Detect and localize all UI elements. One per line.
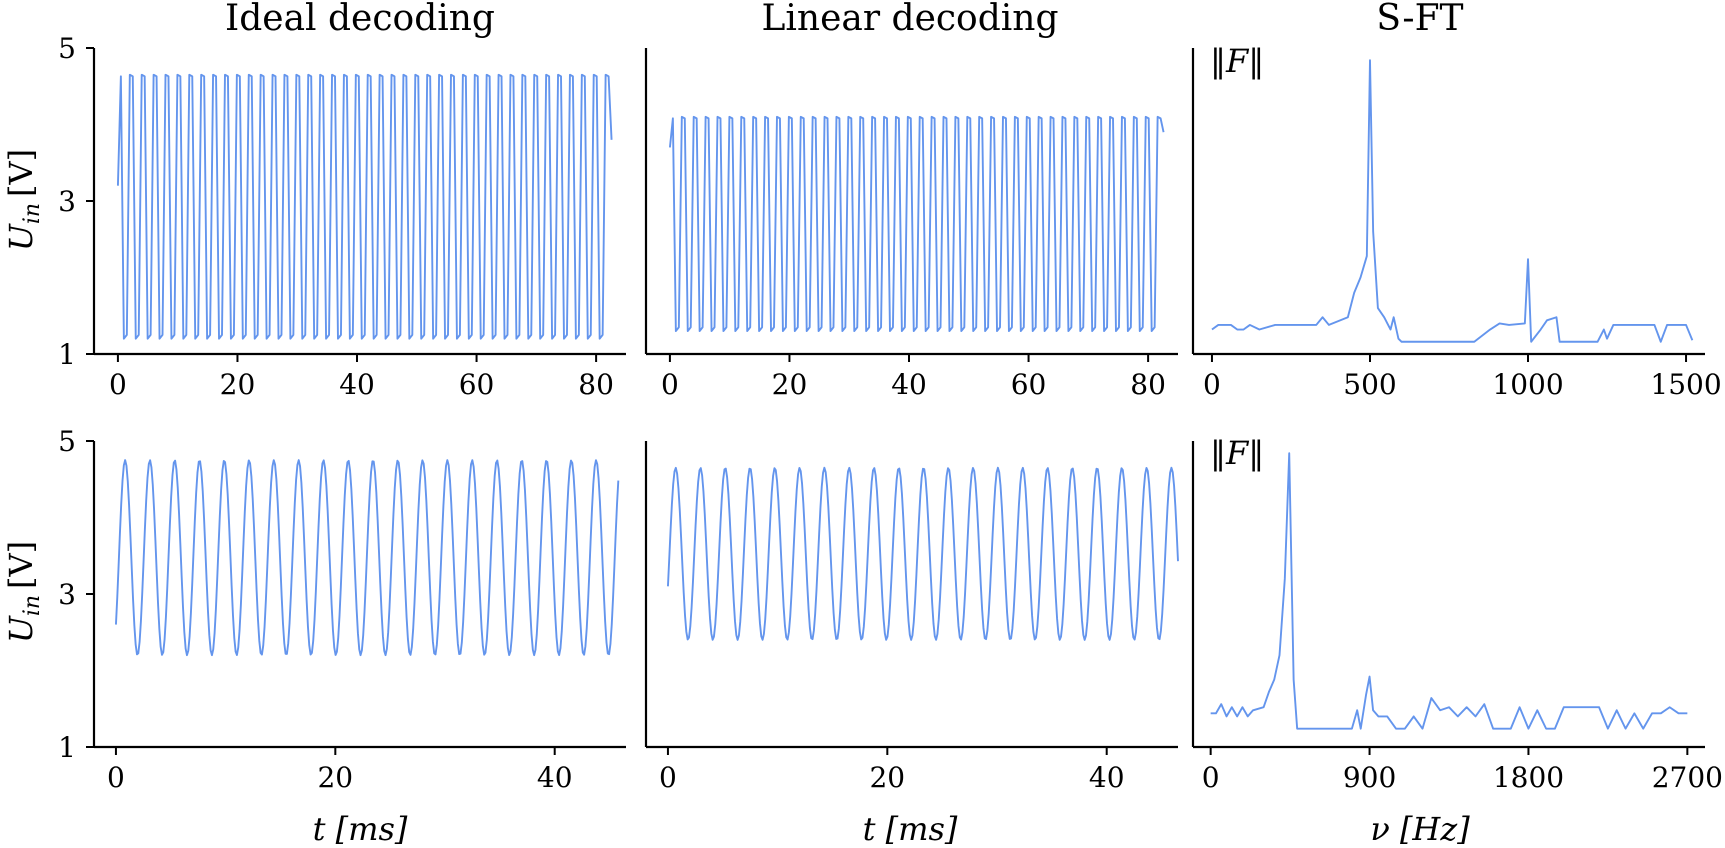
y-tick-label: 1 [58,731,76,764]
x-tick-label: 1800 [1493,761,1564,794]
x-tick-label: 900 [1343,761,1396,794]
x-axis-label-time-middle: t [ms] [863,810,958,848]
x-tick-label: 2700 [1652,761,1723,794]
panel-bottom-middle: 0 20 40 [644,441,1179,794]
x-tick-label: 0 [109,368,127,401]
y-tick-label: 1 [58,338,76,371]
series-line [1211,59,1694,343]
x-tick-label: 1000 [1492,368,1563,401]
x-tick-label: 0 [661,368,679,401]
panel-top-middle: 0 20 40 60 80 [644,48,1178,401]
x-tick-label: 0 [1203,368,1221,401]
x-axis-label-frequency: ν [Hz] [1370,810,1470,848]
y-tick-label: 5 [58,32,76,65]
panel-top-right: 0 500 1000 1500 [1191,48,1722,401]
x-tick-label: 20 [869,761,905,794]
x-tick-label: 500 [1343,368,1396,401]
series-line [668,115,1165,332]
x-tick-label: 20 [220,368,256,401]
x-tick-label: 0 [1202,761,1220,794]
fft-norm-label-top: ‖F‖ [1210,42,1264,80]
series-line [116,73,613,340]
y-label-subscript: in [20,203,45,224]
column-title-ideal: Ideal decoding [225,0,495,39]
y-axis-label-top: Uin [V] [2,149,45,251]
panel-bottom-right: 0 900 1800 2700 [1191,441,1723,794]
y-label-symbol: U [2,615,40,643]
x-tick-label: 0 [107,761,125,794]
x-tick-label: 40 [537,761,573,794]
x-tick-label: 1500 [1650,368,1721,401]
y-label-subscript: in [20,595,45,616]
x-tick-label: 40 [891,368,927,401]
x-tick-label: 20 [317,761,353,794]
x-axis-label-time-left: t [ms] [313,810,408,848]
panel-bottom-left: 0 20 40 1 3 5 [58,425,626,794]
fft-norm-label-bottom: ‖F‖ [1210,434,1264,472]
column-title-linear: Linear decoding [762,0,1059,39]
y-label-symbol: U [2,223,40,251]
x-tick-label: 80 [578,368,614,401]
x-tick-label: 40 [339,368,375,401]
y-label-unit: [V] [2,149,40,197]
y-axis-label-bottom: Uin [V] [2,541,45,643]
y-tick-label: 3 [58,578,76,611]
panel-top-left: 0 20 40 60 80 1 3 5 [58,32,626,401]
x-tick-label: 80 [1130,368,1166,401]
y-label-unit: [V] [2,541,40,589]
series-line [114,459,620,657]
y-tick-label: 5 [58,425,76,458]
x-tick-label: 60 [1011,368,1047,401]
column-title-sft: S-FT [1376,0,1463,39]
x-tick-label: 60 [459,368,495,401]
series-line [666,466,1179,641]
x-tick-label: 40 [1089,761,1125,794]
y-tick-label: 3 [58,185,76,218]
series-line [1210,452,1688,730]
x-tick-label: 20 [772,368,808,401]
x-tick-label: 0 [659,761,677,794]
